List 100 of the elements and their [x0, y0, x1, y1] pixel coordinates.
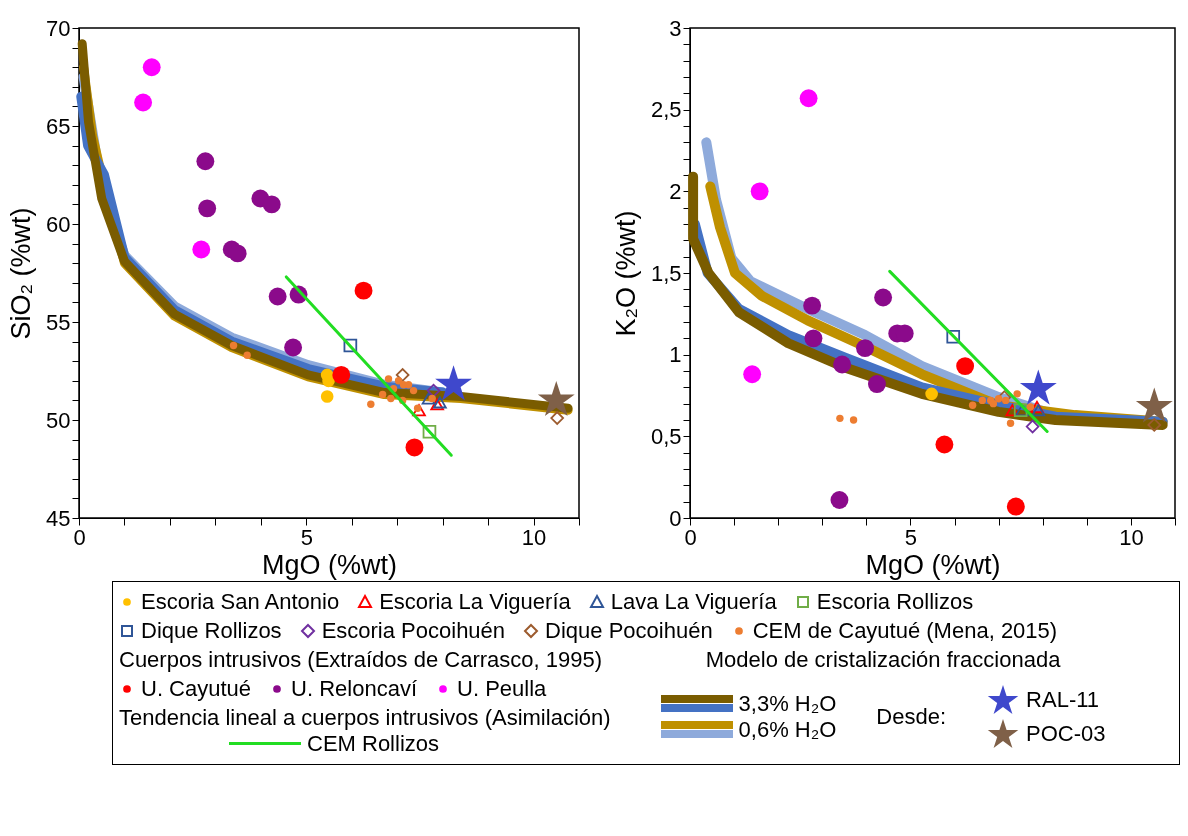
- point: [1005, 404, 1020, 417]
- point: [268, 287, 287, 306]
- point: [198, 199, 217, 218]
- x-axis-title: MgO (%wt): [865, 549, 1001, 580]
- legend-label: Escoria San Antonio: [141, 589, 340, 615]
- point: [435, 365, 472, 401]
- x-tick-label: 10: [1119, 524, 1144, 550]
- point: [743, 365, 762, 384]
- point: [228, 244, 247, 263]
- text: Modelo de cristalización fraccionada: [705, 647, 1061, 673]
- point: [421, 392, 436, 405]
- point: [1019, 369, 1057, 405]
- point: [343, 338, 358, 353]
- point: [409, 386, 418, 395]
- legend-label: Dique Rollizos: [141, 618, 282, 644]
- legend-label: U. Cayutué: [141, 676, 252, 702]
- point: [1006, 497, 1025, 516]
- y-tick-label: 2: [669, 178, 682, 204]
- point: [833, 355, 852, 374]
- point: [1147, 418, 1162, 432]
- y-tick-label: 55: [46, 309, 71, 335]
- y-tick-label: 65: [46, 113, 71, 139]
- point: [750, 182, 769, 201]
- point: [956, 357, 975, 376]
- point: [830, 491, 849, 509]
- point: [935, 435, 954, 454]
- point: [799, 89, 818, 108]
- point: [1031, 404, 1046, 417]
- y-axis-title: SiO₂ (%wt): [6, 207, 37, 340]
- point: [874, 288, 893, 307]
- point: [384, 375, 393, 383]
- legend-label: POC-03: [1026, 721, 1106, 747]
- point: [196, 152, 215, 171]
- point: [836, 414, 844, 423]
- point: [537, 381, 575, 417]
- legend-label: U. Peulla: [457, 676, 547, 702]
- point: [978, 396, 987, 405]
- x-tick-label: 5: [904, 524, 918, 550]
- point: [134, 93, 153, 112]
- legend-label: 0,6% H₂O: [738, 717, 837, 743]
- point: [378, 390, 387, 399]
- point: [422, 424, 437, 439]
- legend-label: Dique Pocoihuén: [545, 618, 713, 644]
- point: [946, 329, 961, 344]
- y-tick-label: 70: [46, 15, 71, 41]
- point: [994, 395, 1003, 403]
- point: [803, 296, 822, 315]
- point: [284, 338, 303, 357]
- point: [968, 401, 977, 409]
- point: [405, 438, 424, 457]
- y-tick-label: 60: [46, 211, 71, 237]
- point: [262, 195, 281, 214]
- legend-label: Escoria La Viguería: [379, 589, 571, 615]
- legend-label: Escoria Pocoihuén: [321, 618, 506, 644]
- text: Tendencia lineal a cuerpos intrusivos (Asimilación): [119, 705, 611, 731]
- point: [1030, 400, 1044, 413]
- point: [925, 387, 938, 401]
- point: [426, 383, 441, 398]
- legend-label: Lava La Viguería: [610, 589, 777, 615]
- y-tick-label: 50: [46, 407, 71, 433]
- point: [849, 416, 858, 424]
- point: [394, 377, 403, 385]
- point: [1026, 403, 1035, 411]
- point: [229, 341, 238, 350]
- point: [142, 58, 161, 77]
- legend-label: CEM de Cayutué (Mena, 2015): [752, 618, 1058, 644]
- y-tick-label: 0,5: [650, 423, 682, 449]
- y-tick-label: 1,5: [650, 260, 682, 286]
- point: [354, 281, 373, 300]
- y-tick-label: 0: [669, 505, 682, 531]
- text: Desde:: [876, 704, 947, 730]
- y-tick-label: 1: [669, 342, 682, 368]
- y-axis-title: K₂O (%wt): [610, 210, 641, 337]
- point: [856, 339, 874, 358]
- legend-label: Escoria Rollizos: [816, 589, 974, 615]
- point: [412, 404, 426, 417]
- point: [1013, 390, 1021, 398]
- point: [395, 368, 410, 382]
- y-tick-label: 45: [46, 505, 71, 531]
- point: [243, 351, 251, 360]
- point: [1006, 419, 1015, 427]
- legend-label: 3,3% H₂O: [738, 691, 837, 717]
- point: [804, 329, 823, 348]
- point: [550, 411, 564, 425]
- y-tick-label: 3: [669, 15, 682, 41]
- legend-label: RAL-11: [1026, 687, 1100, 713]
- x-tick-label: 10: [521, 524, 547, 550]
- point: [1135, 387, 1173, 423]
- legend-label: U. Reloncaví: [291, 676, 418, 702]
- point: [320, 390, 334, 403]
- x-tick-label: 5: [300, 524, 313, 550]
- point: [868, 375, 886, 393]
- x-axis-title: MgO (%wt): [262, 549, 397, 580]
- legend-label: CEM Rollizos: [307, 731, 440, 757]
- point: [387, 394, 395, 403]
- point: [332, 365, 351, 384]
- y-tick-label: 2,5: [650, 97, 682, 123]
- text: Cuerpos intrusivos (Extraídos de Carrasco, 1995): [119, 647, 603, 673]
- point: [1025, 419, 1040, 434]
- point: [367, 400, 375, 409]
